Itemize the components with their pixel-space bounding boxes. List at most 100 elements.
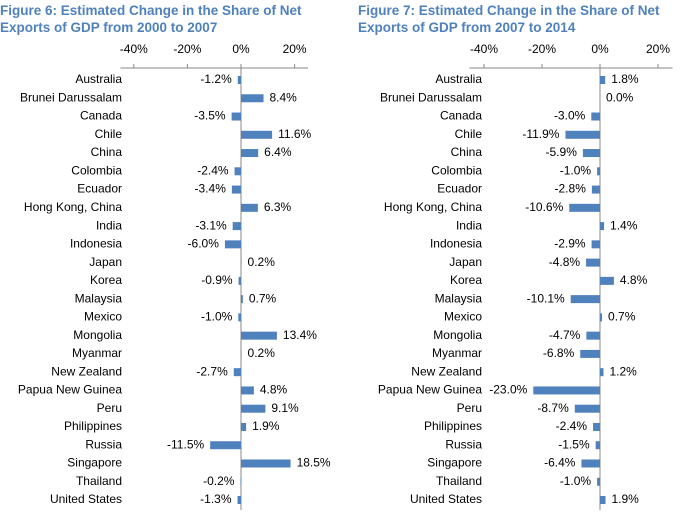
value-label: -1.0% bbox=[201, 310, 233, 324]
value-label: -8.7% bbox=[537, 401, 569, 415]
value-label: 1.2% bbox=[609, 364, 637, 378]
y-tick-label: Mexico bbox=[444, 310, 482, 324]
y-tick-label: Singapore bbox=[67, 456, 122, 470]
bar bbox=[241, 349, 242, 358]
chart-title: Figure 7: Estimated Change in the Share … bbox=[358, 3, 660, 35]
y-tick-label: Ecuador bbox=[77, 182, 122, 196]
bar bbox=[241, 203, 258, 212]
value-label: -3.0% bbox=[554, 109, 586, 123]
value-label: -2.4% bbox=[197, 163, 229, 177]
y-tick-label: China bbox=[451, 145, 483, 159]
value-label: -2.8% bbox=[555, 182, 587, 196]
value-label: -0.9% bbox=[201, 273, 233, 287]
y-tick-label: Australia bbox=[435, 72, 482, 86]
bar bbox=[241, 422, 247, 431]
bar bbox=[241, 331, 277, 340]
value-label: -1.0% bbox=[560, 163, 592, 177]
bar bbox=[597, 477, 600, 486]
bar bbox=[241, 149, 259, 158]
y-tick-label: Ecuador bbox=[437, 182, 482, 196]
x-tick-label: 0% bbox=[591, 42, 609, 56]
value-label: -11.5% bbox=[167, 437, 204, 451]
value-label: -2.7% bbox=[196, 364, 228, 378]
bar bbox=[231, 185, 241, 194]
y-tick-label: Malaysia bbox=[435, 291, 483, 305]
x-tick-label: 20% bbox=[646, 42, 670, 56]
bar bbox=[231, 112, 241, 121]
y-tick-label: Indonesia bbox=[430, 237, 482, 251]
y-tick-label: Canada bbox=[80, 109, 122, 123]
bar bbox=[240, 477, 241, 486]
bar bbox=[237, 496, 241, 504]
bar bbox=[533, 386, 600, 395]
bar bbox=[591, 240, 600, 249]
value-label: -3.1% bbox=[195, 218, 227, 232]
y-tick-label: Korea bbox=[450, 273, 482, 287]
value-label: 0.7% bbox=[608, 310, 636, 324]
bar bbox=[600, 496, 606, 504]
bar bbox=[600, 368, 604, 377]
value-label: -3.5% bbox=[194, 109, 226, 123]
value-label: 0.2% bbox=[248, 255, 276, 269]
bar bbox=[581, 459, 600, 468]
y-tick-label: Brunei Darussalam bbox=[20, 90, 122, 104]
bar bbox=[238, 276, 241, 285]
y-tick-label: New Zealand bbox=[411, 364, 482, 378]
bar bbox=[241, 295, 243, 304]
y-tick-label: Peru bbox=[457, 401, 482, 415]
value-label: 18.5% bbox=[297, 456, 331, 470]
bar bbox=[582, 149, 600, 158]
bar bbox=[600, 76, 606, 84]
y-tick-label: Mongolia bbox=[433, 328, 482, 342]
y-tick-label: Russia bbox=[85, 437, 122, 451]
value-label: -1.3% bbox=[200, 492, 232, 506]
y-tick-label: India bbox=[456, 218, 482, 232]
bar bbox=[591, 112, 600, 121]
x-tick-label: -40% bbox=[120, 42, 148, 56]
value-label: 8.4% bbox=[270, 90, 298, 104]
y-tick-label: Mexico bbox=[84, 310, 122, 324]
x-tick-label: -20% bbox=[528, 42, 556, 56]
bar bbox=[233, 368, 241, 377]
chart-title: Figure 6: Estimated Change in the Share … bbox=[0, 3, 302, 35]
x-tick-label: 20% bbox=[283, 42, 307, 56]
y-tick-label: Colombia bbox=[71, 163, 122, 177]
y-tick-label: Thailand bbox=[76, 474, 122, 488]
y-tick-label: Myanmar bbox=[72, 346, 122, 360]
y-tick-label: Thailand bbox=[436, 474, 482, 488]
bar bbox=[237, 76, 241, 84]
bar bbox=[224, 240, 241, 249]
y-tick-label: Colombia bbox=[431, 163, 482, 177]
x-tick-label: -20% bbox=[173, 42, 201, 56]
bar bbox=[232, 222, 241, 231]
value-label: 1.9% bbox=[612, 492, 640, 506]
bar bbox=[241, 386, 254, 395]
y-tick-label: Japan bbox=[89, 255, 122, 269]
y-tick-label: China bbox=[91, 145, 123, 159]
bar bbox=[600, 313, 603, 322]
bar bbox=[241, 258, 242, 267]
y-tick-label: Singapore bbox=[427, 456, 482, 470]
bar bbox=[595, 441, 600, 450]
y-tick-label: New Zealand bbox=[51, 364, 122, 378]
y-tick-label: Japan bbox=[449, 255, 482, 269]
value-label: 1.4% bbox=[610, 218, 638, 232]
x-tick-label: 0% bbox=[232, 42, 250, 56]
bar bbox=[586, 258, 600, 267]
value-label: -6.8% bbox=[543, 346, 575, 360]
y-tick-label: Chile bbox=[455, 127, 483, 141]
value-label: -10.6% bbox=[525, 200, 563, 214]
value-label: -5.9% bbox=[546, 145, 578, 159]
value-label: -1.2% bbox=[200, 72, 232, 86]
y-tick-label: Papua New Guinea bbox=[378, 383, 482, 397]
value-label: 1.9% bbox=[252, 419, 280, 433]
y-tick-label: Malaysia bbox=[75, 291, 123, 305]
value-label: 0.0% bbox=[606, 90, 634, 104]
value-label: 6.4% bbox=[264, 145, 292, 159]
value-label: -23.0% bbox=[489, 383, 527, 397]
value-label: -11.9% bbox=[522, 127, 559, 141]
value-label: -4.8% bbox=[549, 255, 581, 269]
y-tick-label: Brunei Darussalam bbox=[380, 90, 482, 104]
